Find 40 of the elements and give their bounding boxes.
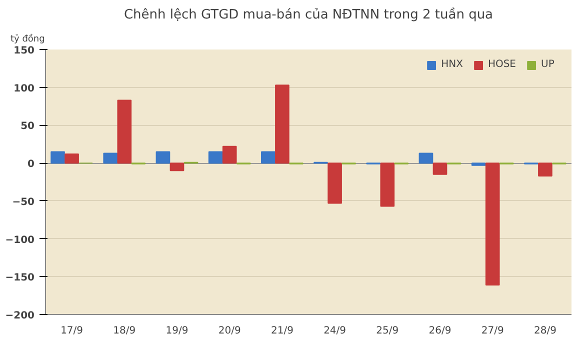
bar: [170, 162, 184, 172]
bar: [103, 152, 118, 164]
x-tick-label: 25/9: [376, 326, 399, 336]
y-tick-label: −200: [5, 310, 35, 322]
bar: [418, 152, 434, 164]
x-tick-label: 28/9: [534, 326, 556, 336]
bar: [156, 151, 170, 164]
x-tick-label: 20/9: [218, 326, 241, 336]
y-tick-label: 50: [20, 121, 35, 132]
y-tick-label: 0: [28, 159, 35, 170]
bar: [222, 146, 237, 164]
bar: [471, 162, 486, 166]
bar: [275, 84, 290, 164]
x-tick-label: 18/9: [113, 326, 136, 336]
y-axis-title: tỷ đồng: [10, 34, 45, 44]
bar: [485, 162, 500, 286]
y-tick-label: −50: [12, 196, 35, 208]
y-tick-label: 100: [14, 83, 35, 94]
chart-title: Chênh lệch GTGD mua-bán của NĐTNN trong 2 tuần qua: [124, 6, 494, 22]
x-tick-label: 21/9: [270, 326, 294, 336]
x-tick-label: 27/9: [481, 326, 504, 336]
bar: [432, 162, 448, 175]
bar: [117, 100, 132, 164]
bar: [208, 151, 223, 164]
x-tick-label: 17/9: [60, 326, 84, 336]
legend-label: HNX: [441, 59, 463, 70]
legend-label: HOSE: [488, 59, 516, 70]
bar: [50, 151, 65, 164]
y-tick-label: −100: [5, 234, 35, 246]
bar: [64, 153, 79, 164]
x-tick-label: 24/9: [324, 326, 346, 336]
x-tick-label: 26/9: [428, 326, 452, 336]
bar: [538, 162, 552, 176]
legend-label: UP: [541, 59, 556, 70]
y-tick-label: −150: [5, 272, 35, 284]
bar: [328, 162, 342, 204]
bar: [261, 151, 276, 164]
bar: [380, 162, 395, 207]
x-tick-label: 19/9: [166, 326, 188, 336]
y-tick-label: 150: [14, 46, 35, 56]
